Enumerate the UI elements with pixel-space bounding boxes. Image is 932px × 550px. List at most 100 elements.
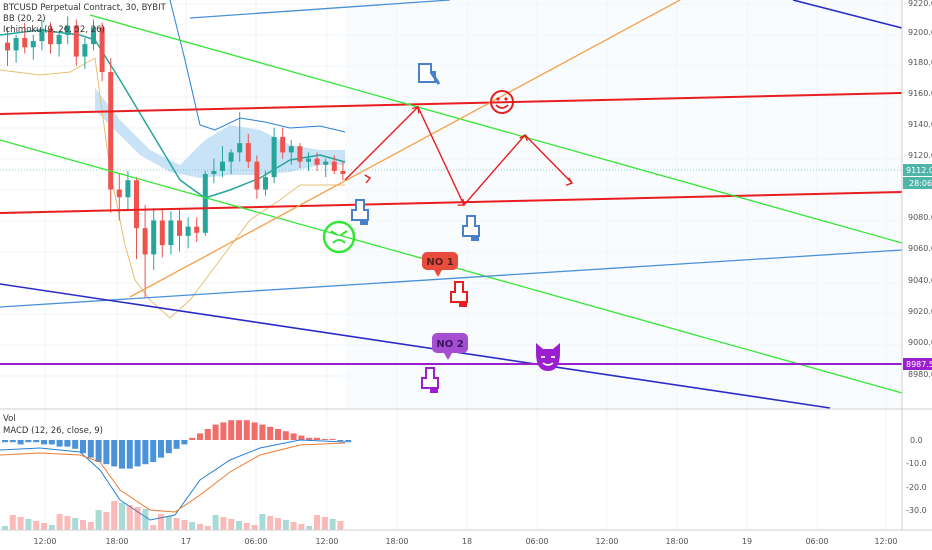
volume-bar <box>337 521 344 530</box>
price-tick: 9040.0 <box>908 276 932 285</box>
smiley-icon[interactable] <box>490 90 514 114</box>
price-axis[interactable]: 9220.0 9200.0 9180.0 9160.0 9140.0 9120.… <box>908 0 932 379</box>
candle-body <box>306 158 311 162</box>
hand-pointing-icon[interactable] <box>418 63 441 85</box>
chart-legend[interactable]: BTCUSD Perpetual Contract, 30, BYBIT BB … <box>3 3 166 36</box>
candle <box>271 127 277 184</box>
volume-bar <box>87 522 94 530</box>
candle-body <box>125 180 131 198</box>
candle <box>73 19 79 66</box>
candle <box>177 208 182 252</box>
macd-histogram-bar <box>290 433 297 440</box>
projection-arrows <box>344 105 574 207</box>
cat-face-icon[interactable] <box>536 343 560 371</box>
time-tick: 06:00 <box>525 537 548 546</box>
volume-legend: Vol <box>3 414 16 424</box>
navy-top-line <box>792 0 903 29</box>
hand-pointing-icon[interactable] <box>462 215 480 241</box>
orange-trend-line <box>129 0 681 298</box>
volume-bar <box>298 524 305 530</box>
candle <box>168 211 174 255</box>
signal-line <box>0 442 346 513</box>
macd-histogram-bar <box>9 440 16 443</box>
candlesticks <box>5 16 346 298</box>
macd-histogram-bar <box>158 440 164 458</box>
candle-body <box>13 38 19 51</box>
candle-body <box>168 220 174 246</box>
arrow-head <box>411 106 420 114</box>
macd-axis[interactable]: 0.0 -10.0 -20.0 -30.0 <box>906 436 927 515</box>
candle-body <box>159 220 165 246</box>
candle-body <box>314 158 320 165</box>
candle-body <box>297 146 303 162</box>
price-tick: 9000.0 <box>908 338 932 347</box>
macd-histogram-bar <box>33 440 40 443</box>
candle-body <box>151 220 157 255</box>
macd-histogram-bar <box>212 424 219 440</box>
candle <box>331 155 337 175</box>
candle-body <box>271 136 277 178</box>
time-tick: 18:00 <box>105 537 128 546</box>
time-tick: 12:00 <box>315 537 338 546</box>
candle <box>116 174 122 221</box>
candle-body <box>228 152 234 162</box>
macd-histogram-bar <box>251 422 258 440</box>
candle <box>39 19 45 51</box>
price-tick: 9220.0 <box>908 0 932 8</box>
volume-bar <box>259 514 266 530</box>
hand-pointing-icon[interactable] <box>351 199 369 225</box>
volume-bar <box>48 525 55 530</box>
macd-histogram-bar <box>95 440 102 462</box>
symbol-title: BTCUSD Perpetual Contract, 30, BYBIT <box>3 3 166 13</box>
candle <box>194 217 200 243</box>
volume-bar <box>189 522 196 530</box>
hand-pointing-icon[interactable] <box>421 367 439 393</box>
arrow-head <box>519 133 528 142</box>
candle-body <box>254 161 260 190</box>
hand-pointing-icon[interactable] <box>450 281 468 307</box>
candle-body <box>331 161 337 171</box>
candle-body <box>65 25 71 35</box>
macd-histogram-bar <box>103 440 110 465</box>
volume-bar <box>103 512 110 530</box>
volume-bar <box>142 509 149 530</box>
time-tick: 18 <box>462 537 472 546</box>
time-axis[interactable]: 12:00 18:00 17 06:00 12:00 18:00 18 06:0… <box>33 537 897 546</box>
time-tick: 18:00 <box>385 537 408 546</box>
callout-no2[interactable]: NO 2 <box>432 333 468 360</box>
marked-price-label: 8987.5 <box>906 360 932 369</box>
volume-bar <box>134 507 141 530</box>
macd-histogram-bar <box>236 420 242 440</box>
time-tick: 17 <box>181 537 191 546</box>
macd-histogram-bar <box>314 437 320 440</box>
angry-face-icon[interactable] <box>322 220 356 254</box>
candle-body <box>220 161 225 171</box>
candle <box>22 22 28 54</box>
callout-no1-label: NO 1 <box>426 257 453 268</box>
volume-bar <box>41 523 47 530</box>
macd-histogram-bar <box>64 440 71 447</box>
volume-bar <box>150 525 157 530</box>
candle-body <box>280 136 286 153</box>
price-tick: 9080.0 <box>908 213 932 222</box>
volume-bar <box>9 515 16 530</box>
candle-body <box>22 38 28 48</box>
candle <box>237 112 243 162</box>
volume-bar <box>80 520 86 530</box>
candle <box>13 34 19 63</box>
callout-no1[interactable]: NO 1 <box>422 252 458 277</box>
macd-legend[interactable]: Vol MACD (12, 26, close, 9) <box>3 413 103 437</box>
volume-bar <box>197 524 203 530</box>
candle <box>185 217 191 249</box>
macd-histogram-bar <box>119 440 125 469</box>
time-tick: 19 <box>742 537 752 546</box>
candle <box>202 170 208 236</box>
candle-body <box>134 180 139 229</box>
candle-body <box>91 27 96 45</box>
macd-indicator <box>0 420 352 530</box>
macd-histogram-bar <box>134 440 141 467</box>
candle-body <box>5 42 10 51</box>
countdown-tag <box>903 177 932 189</box>
macd-histogram-bar <box>345 440 352 443</box>
